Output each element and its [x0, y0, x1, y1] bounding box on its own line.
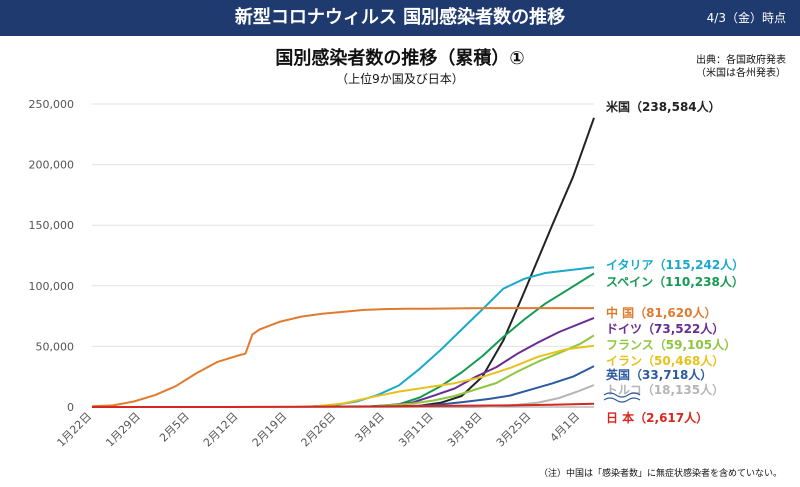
x-tick-label: 3月4日: [352, 410, 387, 445]
wave-mark: [603, 392, 641, 398]
chart-subtitle: （上位9か国及び日本）: [336, 72, 464, 86]
series-line-日本: [92, 402, 595, 408]
series-line-英国: [92, 365, 595, 408]
x-tick-label: 1月29日: [103, 410, 143, 450]
y-tick-label: 0: [67, 401, 74, 414]
series-label-中国: 中 国（81,620人）: [606, 305, 717, 320]
y-tick-label: 250,000: [29, 98, 75, 111]
series-line-中国: [91, 307, 594, 408]
x-tick-label: 2月19日: [250, 410, 290, 450]
x-tick-label: 2月5日: [157, 410, 192, 445]
series-label-英国: 英国（33,718人）: [606, 367, 712, 382]
x-tick-label: 3月25日: [494, 410, 534, 450]
x-tick-label: 3月18日: [445, 410, 485, 450]
footnote: （注）中国は「感染者数」に無症状感染者を含めていない。: [538, 469, 782, 479]
x-tick-label: 1月22日: [55, 410, 95, 450]
series-label-ドイツ: ドイツ（73,522人）: [606, 321, 724, 336]
x-tick-label: 2月12日: [201, 410, 241, 450]
source-line-2: （米国は各州発表）: [696, 68, 786, 79]
series-label-日本: 日 本（2,617人）: [606, 410, 708, 425]
series-line-スペイン: [92, 272, 595, 408]
header-title: 新型コロナウィルス 国別感染者数の推移: [234, 7, 566, 28]
series-label-イタリア: イタリア（115,242人）: [606, 257, 744, 272]
chart-title: 国別感染者数の推移（累積）①: [275, 48, 525, 69]
series-label-フランス: フランス（59,105人）: [606, 337, 736, 352]
x-tick-label: 3月11日: [396, 410, 436, 450]
y-tick-label: 150,000: [29, 219, 75, 232]
source-line-1: 出典：各国政府発表: [696, 55, 786, 66]
wave-mark: [603, 397, 641, 403]
series-label-イラン: イラン（50,468人）: [606, 353, 724, 368]
series-line-トルコ: [92, 384, 595, 408]
series-label-米国: 米国（238,584人）: [606, 99, 721, 114]
x-tick-label: 4月1日: [548, 410, 583, 445]
series-label-トルコ: トルコ（18,135人）: [606, 382, 724, 397]
header-banner: [0, 0, 800, 36]
y-tick-label: 50,000: [36, 340, 75, 353]
source-note: 出典：各国政府発表 （米国は各州発表）: [696, 54, 786, 80]
y-tick-label: 100,000: [29, 280, 75, 293]
x-tick-label: 2月26日: [299, 410, 339, 450]
series-line-イラン: [92, 344, 595, 408]
y-tick-label: 200,000: [29, 159, 75, 172]
series-label-スペイン: スペイン（110,238人）: [606, 274, 744, 289]
header-date: 4/3（金）時点: [706, 11, 786, 25]
series-line-イタリア: [92, 266, 595, 408]
